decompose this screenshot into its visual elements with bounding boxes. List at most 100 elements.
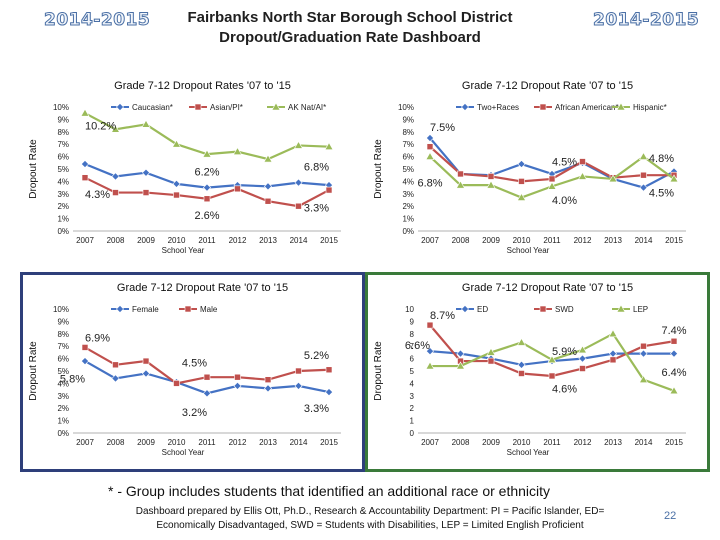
x-tick-label: 2013: [259, 438, 277, 447]
data-point: [264, 376, 272, 383]
y-tick-label: 4%: [57, 177, 69, 186]
square-marker: [640, 342, 647, 350]
data-point: [455, 180, 466, 189]
page-number: 22: [664, 510, 677, 522]
y-tick-label: 2%: [402, 202, 414, 211]
data-label: 10.2%: [85, 121, 116, 133]
x-tick-label: 2014: [635, 438, 653, 447]
year-badge-left: 2014-2015: [43, 10, 151, 31]
data-point: [425, 347, 435, 356]
legend-item: Caucasian*: [111, 102, 173, 112]
year-badge-right: 2014-2015: [592, 10, 700, 31]
y-tick-label: 9%: [402, 115, 414, 124]
data-point: [141, 119, 151, 128]
x-tick-label: 2009: [482, 438, 500, 447]
data-point: [173, 191, 180, 199]
data-point: [425, 361, 435, 370]
data-point: [609, 356, 617, 364]
x-tick-label: 2013: [604, 438, 622, 447]
x-tick-label: 2015: [665, 438, 683, 447]
data-point: [112, 189, 119, 196]
chart-panel-programs: Grade 7-12 Dropout Rate '07 to '15 Dropou…: [365, 272, 710, 472]
data-point: [234, 185, 241, 193]
y-tick-label: 3%: [402, 190, 414, 199]
data-point: [81, 174, 89, 181]
x-tick-label: 2015: [665, 236, 683, 245]
triangle-marker: [425, 361, 435, 370]
diamond-marker: [517, 360, 526, 369]
y-tick-label: 7%: [402, 140, 414, 149]
x-axis-label: School Year: [162, 246, 205, 255]
data-point: [638, 375, 649, 383]
data-point: [80, 357, 90, 366]
x-tick-label: 2012: [229, 438, 247, 447]
legend-label: Two+Races: [477, 103, 519, 112]
y-tick-label: 5: [410, 367, 415, 376]
x-tick-label: 2010: [513, 438, 531, 447]
y-tick-label: 5%: [57, 367, 69, 376]
data-point: [264, 197, 272, 205]
data-label: 6.9%: [85, 333, 110, 345]
diamond-marker: [460, 304, 470, 314]
x-tick-label: 2010: [513, 236, 531, 245]
x-tick-label: 2011: [198, 236, 216, 245]
x-tick-label: 2012: [574, 438, 592, 447]
data-label: 6.2%: [194, 166, 219, 178]
square-marker: [295, 202, 302, 210]
square-marker: [203, 373, 211, 381]
y-tick-label: 8: [410, 330, 415, 339]
data-point: [578, 354, 587, 363]
diamond-marker: [80, 160, 90, 169]
credit-line-2: Economically Disadvantaged, SWD = Studen…: [156, 520, 584, 531]
triangle-marker: [263, 154, 273, 163]
data-point: [639, 183, 648, 192]
square-marker: [640, 171, 647, 179]
square-marker: [670, 337, 678, 345]
data-label: 4.5%: [182, 357, 207, 369]
x-tick-label: 2009: [137, 438, 155, 447]
diamond-marker: [294, 178, 303, 187]
data-point: [640, 171, 647, 179]
legend-label: SWD: [555, 305, 574, 314]
diamond-marker: [263, 182, 273, 191]
data-point: [640, 342, 647, 350]
x-tick-label: 2007: [421, 236, 439, 245]
data-point: [142, 189, 150, 196]
square-marker: [325, 366, 333, 374]
dashboard-title: Fairbanks North Star Borough School Dist…: [150, 8, 550, 48]
y-tick-label: 9: [410, 317, 415, 326]
chart-panel-race-2: Grade 7-12 Dropout Rate '07 to '15 Dropou…: [365, 70, 710, 270]
triangle-marker: [638, 375, 649, 383]
data-point: [172, 179, 181, 188]
y-tick-label: 0: [410, 429, 415, 438]
square-marker: [609, 356, 617, 364]
y-tick-label: 7%: [57, 342, 69, 351]
triangle-marker: [171, 139, 182, 148]
data-point: [579, 365, 586, 372]
triangle-marker: [455, 180, 466, 189]
legend-label: ED: [477, 305, 488, 314]
y-tick-label: 1: [410, 417, 415, 426]
data-label: 5.9%: [552, 346, 577, 358]
diamond-marker: [456, 349, 465, 358]
square-marker: [203, 195, 211, 203]
data-point: [232, 147, 243, 155]
y-tick-label: 1%: [57, 417, 69, 426]
data-point: [670, 337, 678, 345]
data-point: [516, 192, 527, 201]
y-tick-label: 3%: [57, 392, 69, 401]
data-point: [110, 124, 121, 133]
data-point: [608, 174, 618, 183]
square-marker: [518, 370, 525, 377]
y-axis-label: Dropout Rate: [373, 139, 384, 199]
data-point: [425, 151, 435, 160]
data-label: 4.5%: [552, 157, 577, 169]
y-tick-label: 4%: [402, 177, 414, 186]
data-label: 5.2%: [304, 350, 329, 362]
legend-label: African American*: [555, 103, 619, 112]
diamond-marker: [460, 102, 470, 112]
data-point: [294, 381, 303, 390]
data-point: [294, 178, 303, 187]
triangle-marker: [616, 304, 626, 313]
data-point: [547, 181, 557, 190]
